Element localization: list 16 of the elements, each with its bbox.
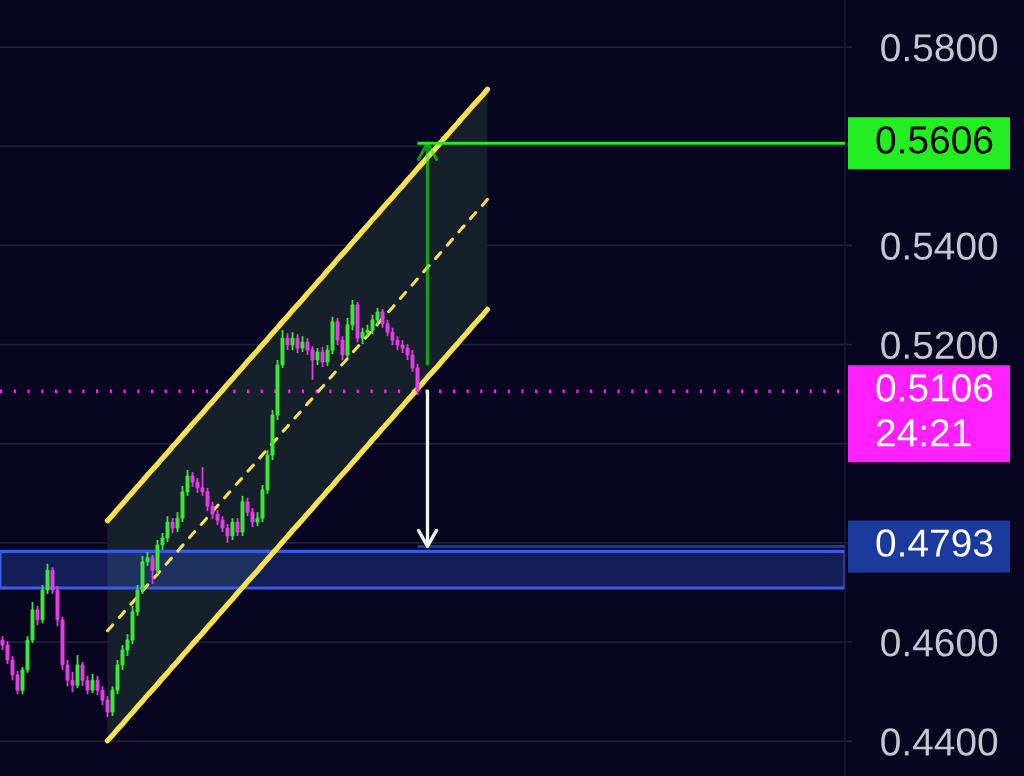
candlestick — [75, 654, 80, 690]
y-tick-label: 0.4600 — [881, 629, 998, 657]
candlestick — [320, 346, 325, 368]
candlestick — [150, 553, 155, 586]
y-tick-label: 0.5400 — [881, 232, 998, 260]
candlestick — [230, 517, 235, 541]
ref-line-label: 0.5106 24:21 — [876, 374, 993, 447]
y-tick-label: 0.5800 — [881, 34, 998, 62]
ref-line-label: 0.5606 — [876, 126, 993, 154]
candlestick — [35, 605, 40, 627]
candlestick — [90, 672, 95, 695]
ref-line-label: 0.4793 — [876, 529, 993, 557]
y-tick-label: 0.4400 — [881, 728, 998, 756]
candlestick — [295, 333, 300, 354]
line-series — [105, 197, 490, 633]
y-tick-label: 0.5200 — [881, 331, 998, 360]
